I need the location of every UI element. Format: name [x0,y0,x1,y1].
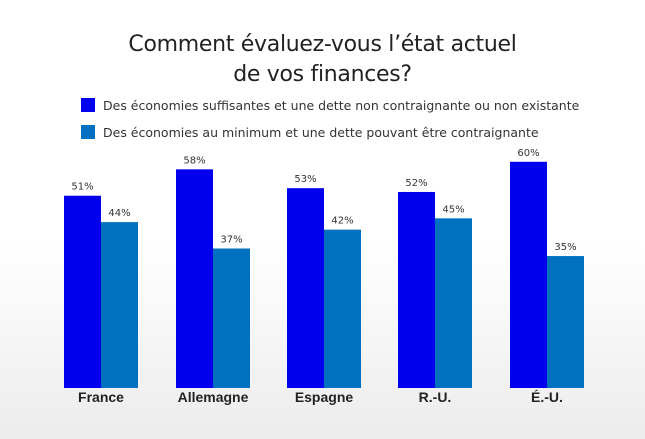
bar-value-label-2-É.-U.: 35% [554,242,576,253]
bar-value-label-1-France: 51% [71,182,93,193]
category-label-4: É.-U. [531,389,563,405]
legend-label-series-1: Des économies suffisantes et une dette n… [103,97,580,113]
chart-title-line-1: Comment évaluez-vous l’état actuel [128,32,517,57]
bar-value-label-2-Allemagne: 37% [220,235,242,246]
bar-2-É.-U. [547,256,584,388]
bar-2-Espagne [324,229,361,388]
legend-item-series-2: Des économies au minimum et une dette po… [81,124,579,140]
bar-1-Espagne [287,188,324,388]
bar-value-label-2-France: 44% [108,208,130,219]
legend-swatch-series-2 [81,125,95,139]
bar-value-label-1-R.-U.: 52% [405,178,427,189]
bar-value-label-1-Allemagne: 58% [183,155,205,166]
bar-value-label-2-Espagne: 42% [331,216,353,227]
bar-1-Allemagne [176,169,213,388]
bar-value-label-1-É.-U.: 60% [517,148,539,159]
bar-1-R.-U. [398,191,435,388]
chart-title-line-2: de vos finances? [233,62,412,87]
category-label-1: Allemagne [178,389,249,405]
chart-title: Comment évaluez-vous l’état actuel de vo… [0,30,645,90]
bar-value-label-2-R.-U.: 45% [442,204,464,215]
bar-value-label-1-Espagne: 53% [294,174,316,185]
category-label-0: France [78,389,124,405]
bar-2-Allemagne [213,248,250,388]
category-label-2: Espagne [295,389,354,405]
category-label-3: R.-U. [419,389,452,405]
legend-item-series-1: Des économies suffisantes et une dette n… [81,97,579,113]
bar-2-France [101,222,138,388]
chart-legend: Des économies suffisantes et une dette n… [81,97,579,151]
bar-2-R.-U. [435,218,472,388]
legend-swatch-series-1 [81,98,95,112]
bar-1-France [64,195,101,388]
bar-1-É.-U. [510,161,547,388]
legend-label-series-2: Des économies au minimum et une dette po… [103,124,539,140]
